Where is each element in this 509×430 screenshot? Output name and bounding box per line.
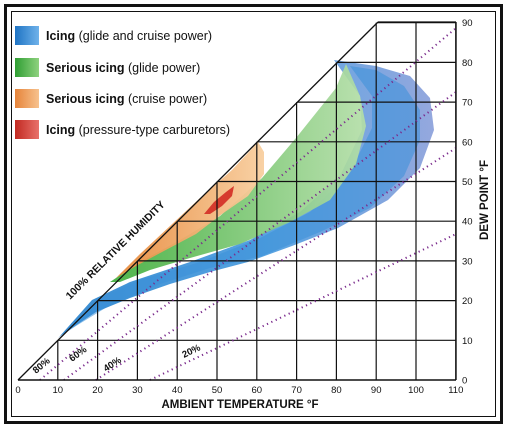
x-tick-label: 20 <box>92 385 103 396</box>
legend-swatch-serious-cruise <box>15 89 39 108</box>
x-tick-label: 70 <box>291 385 302 396</box>
x-tick-label: 50 <box>212 385 223 396</box>
rh-100-line <box>17 21 379 381</box>
y-tick-label: 20 <box>462 296 473 307</box>
x-tick-label: 30 <box>132 385 143 396</box>
x-tick-labels: 0 10 20 30 40 50 60 70 80 90 100 110 <box>15 385 463 396</box>
legend-item-3-text: (cruise power) <box>125 92 208 106</box>
rh-label-40: 40% <box>102 355 124 375</box>
svg-text:Serious icing (glide power): Serious icing (glide power) <box>46 61 200 75</box>
legend-swatch-pressure-carb <box>15 120 39 139</box>
y-tick-label: 70 <box>462 98 473 109</box>
x-tick-label: 110 <box>448 385 463 396</box>
x-tick-label: 80 <box>331 385 342 396</box>
icing-region-blue <box>58 66 420 338</box>
icing-region-orange <box>116 142 264 278</box>
x-tick-label: 10 <box>53 385 64 396</box>
x-tick-label: 60 <box>252 385 263 396</box>
legend-item-1-bold: Icing <box>46 29 75 43</box>
legend: Icing (glide and cruise power) Serious i… <box>15 26 230 139</box>
legend-item-4-text: (pressure-type carburetors) <box>75 123 230 137</box>
x-axis-title: AMBIENT TEMPERATURE °F <box>161 399 318 411</box>
y-axis-title: DEW POINT °F <box>479 160 491 240</box>
x-tick-label: 0 <box>15 385 20 396</box>
y-tick-labels: 0 10 20 30 40 50 60 70 80 90 <box>462 18 473 386</box>
x-tick-label: 90 <box>371 385 382 396</box>
y-tick-label: 30 <box>462 256 473 267</box>
y-tick-label: 80 <box>462 58 473 69</box>
rh-label-20: 20% <box>180 342 202 360</box>
y-tick-label: 10 <box>462 336 473 347</box>
icing-region-green <box>110 64 366 282</box>
legend-item-4-bold: Icing <box>46 123 75 137</box>
legend-item-3-bold: Serious icing <box>46 92 125 106</box>
icing-region-red <box>204 186 234 214</box>
x-tick-label: 100 <box>408 385 424 396</box>
legend-swatch-serious-glide <box>15 58 39 77</box>
legend-swatch-icing-glide-cruise <box>15 26 39 45</box>
svg-text:Icing (pressure-type carbureto: Icing (pressure-type carburetors) <box>46 123 230 137</box>
rh-label-60: 60% <box>67 344 89 364</box>
y-tick-label: 60 <box>462 137 473 148</box>
y-tick-label: 90 <box>462 18 473 29</box>
x-tick-label: 40 <box>172 385 183 396</box>
horizontal-grid <box>57 22 456 341</box>
svg-text:Icing (glide and cruise power): Icing (glide and cruise power) <box>46 29 212 43</box>
legend-item-2-text: (glide power) <box>125 61 201 75</box>
y-tick-label: 50 <box>462 177 473 188</box>
figure-inner-border <box>11 11 496 417</box>
legend-item-2-bold: Serious icing <box>46 61 125 75</box>
y-tick-label: 40 <box>462 217 473 228</box>
svg-text:Serious icing (cruise power): Serious icing (cruise power) <box>46 92 207 106</box>
legend-item-1-text: (glide and cruise power) <box>75 29 212 43</box>
y-tick-label: 0 <box>462 376 467 387</box>
rh-label-80: 80% <box>31 355 53 376</box>
